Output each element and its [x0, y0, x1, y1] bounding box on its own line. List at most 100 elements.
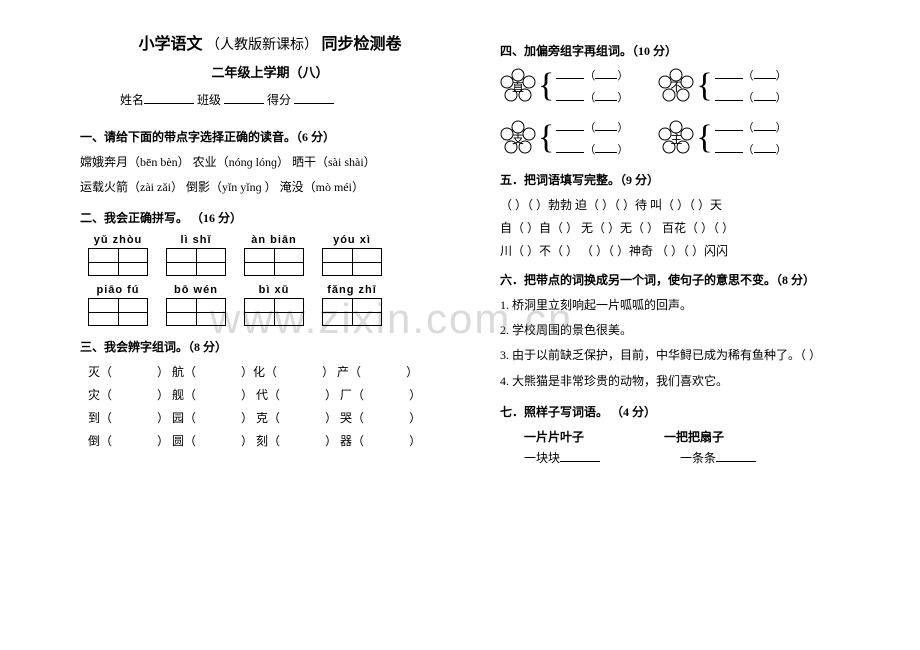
s5-line: 自（ ）自（ ） 无（ ）无（ ） 百花（ ）（ ） — [500, 219, 870, 236]
s6-item: 3. 由于以前缺乏保护，目前，中华鲟已成为稀有鱼种了。（ ） — [500, 346, 870, 365]
cell: ） — [409, 411, 421, 425]
brace-icon: { — [696, 121, 712, 155]
s6-item: 4. 大熊猫是非常珍贵的动物，我们喜欢它。 — [500, 372, 870, 391]
s7-ex2a: 一块块 — [524, 451, 560, 465]
s1-line2: 运载火箭（zài zǎi） 倒影（yǐn yǐnɡ ） 淹没（mò méi） — [80, 178, 460, 197]
brace-row-2: 支 { （） （） 主 { （） （） — [500, 119, 870, 157]
tian-grid[interactable] — [166, 248, 226, 276]
cell: 灭（ — [88, 365, 112, 379]
brace-unit: 直 { （） （） — [500, 67, 628, 105]
cell: ） 器（ — [325, 434, 364, 448]
cell: ） 哭（ — [325, 411, 364, 425]
tian-grid[interactable] — [244, 298, 304, 326]
s1-line1: 嫦娥奔月（bēn bèn） 农业（nónɡ lónɡ） 晒干（sài shài） — [80, 153, 460, 172]
score-blank[interactable] — [294, 92, 334, 104]
cell: 倒（ — [88, 434, 112, 448]
cell: ） — [409, 434, 421, 448]
title-suffix: 同步检测卷 — [322, 36, 402, 53]
right-column: 四、加偏旁组字再组词。（10 分） 直 { （） （） — [500, 30, 870, 470]
pinyin: yǔ zhòu — [88, 234, 148, 246]
pinyin: fǎnɡ zhī — [322, 284, 382, 296]
section-4-heading: 四、加偏旁组字再组词。（10 分） — [500, 42, 870, 59]
section-7-heading: 七．照样子写词语。 （4 分） — [500, 403, 870, 420]
s3-row: 到（ ） 园（ ） 克（ ） 哭（ ） — [88, 409, 460, 426]
left-column: 小学语文 （人教版新课标） 同步检测卷 二年级上学期（八） 姓名 班级 得分 一… — [80, 30, 460, 470]
name-label: 姓名 — [120, 93, 144, 107]
brace-row-1: 直 { （） （） 不 { （） （） — [500, 67, 870, 105]
doc-title: 小学语文 （人教版新课标） 同步检测卷 — [80, 30, 460, 54]
pinyin-row-1: yǔ zhòu lì shǐ àn biān yóu xì — [88, 234, 460, 246]
cell: 灾（ — [88, 388, 112, 402]
class-blank[interactable] — [224, 92, 264, 104]
brace-icon: { — [538, 121, 554, 155]
s3-row: 灭（ ） 航（ ）化（ ） 产（ ） — [88, 363, 460, 380]
s7-ex1a: 一片片叶子 — [524, 428, 584, 445]
cell: ） 代（ — [241, 388, 280, 402]
s6-item: 2. 学校周围的景色很美。 — [500, 321, 870, 340]
s5-line: （ ）（ ）勃勃 迫（ ）（ ）待 叫（ ）（ ）天 — [500, 196, 870, 213]
brace-unit: 不 { （） （） — [658, 67, 786, 105]
cell: ） 园（ — [157, 411, 196, 425]
brace-lines: （） （） — [715, 67, 787, 105]
cell: ）化（ — [241, 365, 277, 379]
brace-lines: （） （） — [556, 119, 628, 157]
s5-line: 川（ ）不（ ） （ ）（ ）神奇 （ ）（ ）闪闪 — [500, 242, 870, 259]
tian-grid[interactable] — [244, 248, 304, 276]
cell: ） — [406, 365, 418, 379]
brace-icon: { — [696, 69, 712, 103]
s7-example-row: 一片片叶子 一把把扇子 — [524, 428, 870, 445]
title-paren: （人教版新课标） — [206, 38, 318, 53]
s3-row: 灾（ ） 舰（ ） 代（ ） 厂（ ） — [88, 386, 460, 403]
blank[interactable] — [716, 451, 756, 462]
tian-grid[interactable] — [166, 298, 226, 326]
s7-ex2b: 一条条 — [680, 451, 716, 465]
flower-icon: 不 — [658, 68, 694, 104]
pinyin: yóu xì — [322, 234, 382, 246]
grid-row-2 — [88, 298, 460, 326]
pinyin: àn biān — [244, 234, 304, 246]
brace-unit: 主 { （） （） — [658, 119, 786, 157]
s3-row: 倒（ ） 圆（ ） 刻（ ） 器（ ） — [88, 432, 460, 449]
tian-grid[interactable] — [88, 248, 148, 276]
flower-icon: 支 — [500, 120, 536, 156]
cell: ） 厂（ — [325, 388, 364, 402]
s7-ex1b: 一把把扇子 — [664, 428, 724, 445]
flower-icon: 主 — [658, 120, 694, 156]
doc-subtitle: 二年级上学期（八） — [80, 62, 460, 81]
flower-char: 不 — [658, 68, 694, 104]
section-1-heading: 一、请给下面的带点字选择正确的读音。（6 分） — [80, 128, 460, 145]
title-prefix: 小学语文 — [138, 36, 202, 53]
brace-lines: （） （） — [556, 67, 628, 105]
cell: ） 刻（ — [241, 434, 280, 448]
flower-icon: 直 — [500, 68, 536, 104]
s7-blank-row: 一块块 一条条 — [524, 449, 870, 466]
pinyin: bì xū — [244, 284, 304, 296]
cell: ） 舰（ — [157, 388, 196, 402]
tian-grid[interactable] — [322, 248, 382, 276]
page: 小学语文 （人教版新课标） 同步检测卷 二年级上学期（八） 姓名 班级 得分 一… — [0, 0, 920, 490]
section-5-heading: 五．把词语填写完整。（9 分） — [500, 171, 870, 188]
cell: 到（ — [88, 411, 112, 425]
brace-lines: （） （） — [715, 119, 787, 157]
cell: ） 产（ — [322, 365, 361, 379]
name-blank[interactable] — [144, 92, 194, 104]
brace-unit: 支 { （） （） — [500, 119, 628, 157]
brace-icon: { — [538, 69, 554, 103]
blank[interactable] — [560, 451, 600, 462]
tian-grid[interactable] — [322, 298, 382, 326]
score-label: 得分 — [267, 93, 291, 107]
section-3-heading: 三、我会辨字组词。（8 分） — [80, 338, 460, 355]
name-line: 姓名 班级 得分 — [120, 91, 460, 108]
cell: ） 圆（ — [157, 434, 196, 448]
pinyin: piāo fú — [88, 284, 148, 296]
tian-grid[interactable] — [88, 298, 148, 326]
flower-char: 支 — [500, 120, 536, 156]
section-6-heading: 六．把带点的词换成另一个词，使句子的意思不变。（8 分） — [500, 271, 870, 288]
s6-item: 1. 桥洞里立刻响起一片呱呱的回声。 — [500, 296, 870, 315]
grid-row-1 — [88, 248, 460, 276]
cell: ） 航（ — [157, 365, 196, 379]
cell: ） — [409, 388, 421, 402]
class-label: 班级 — [197, 93, 221, 107]
cell: ） 克（ — [241, 411, 280, 425]
pinyin: lì shǐ — [166, 234, 226, 246]
